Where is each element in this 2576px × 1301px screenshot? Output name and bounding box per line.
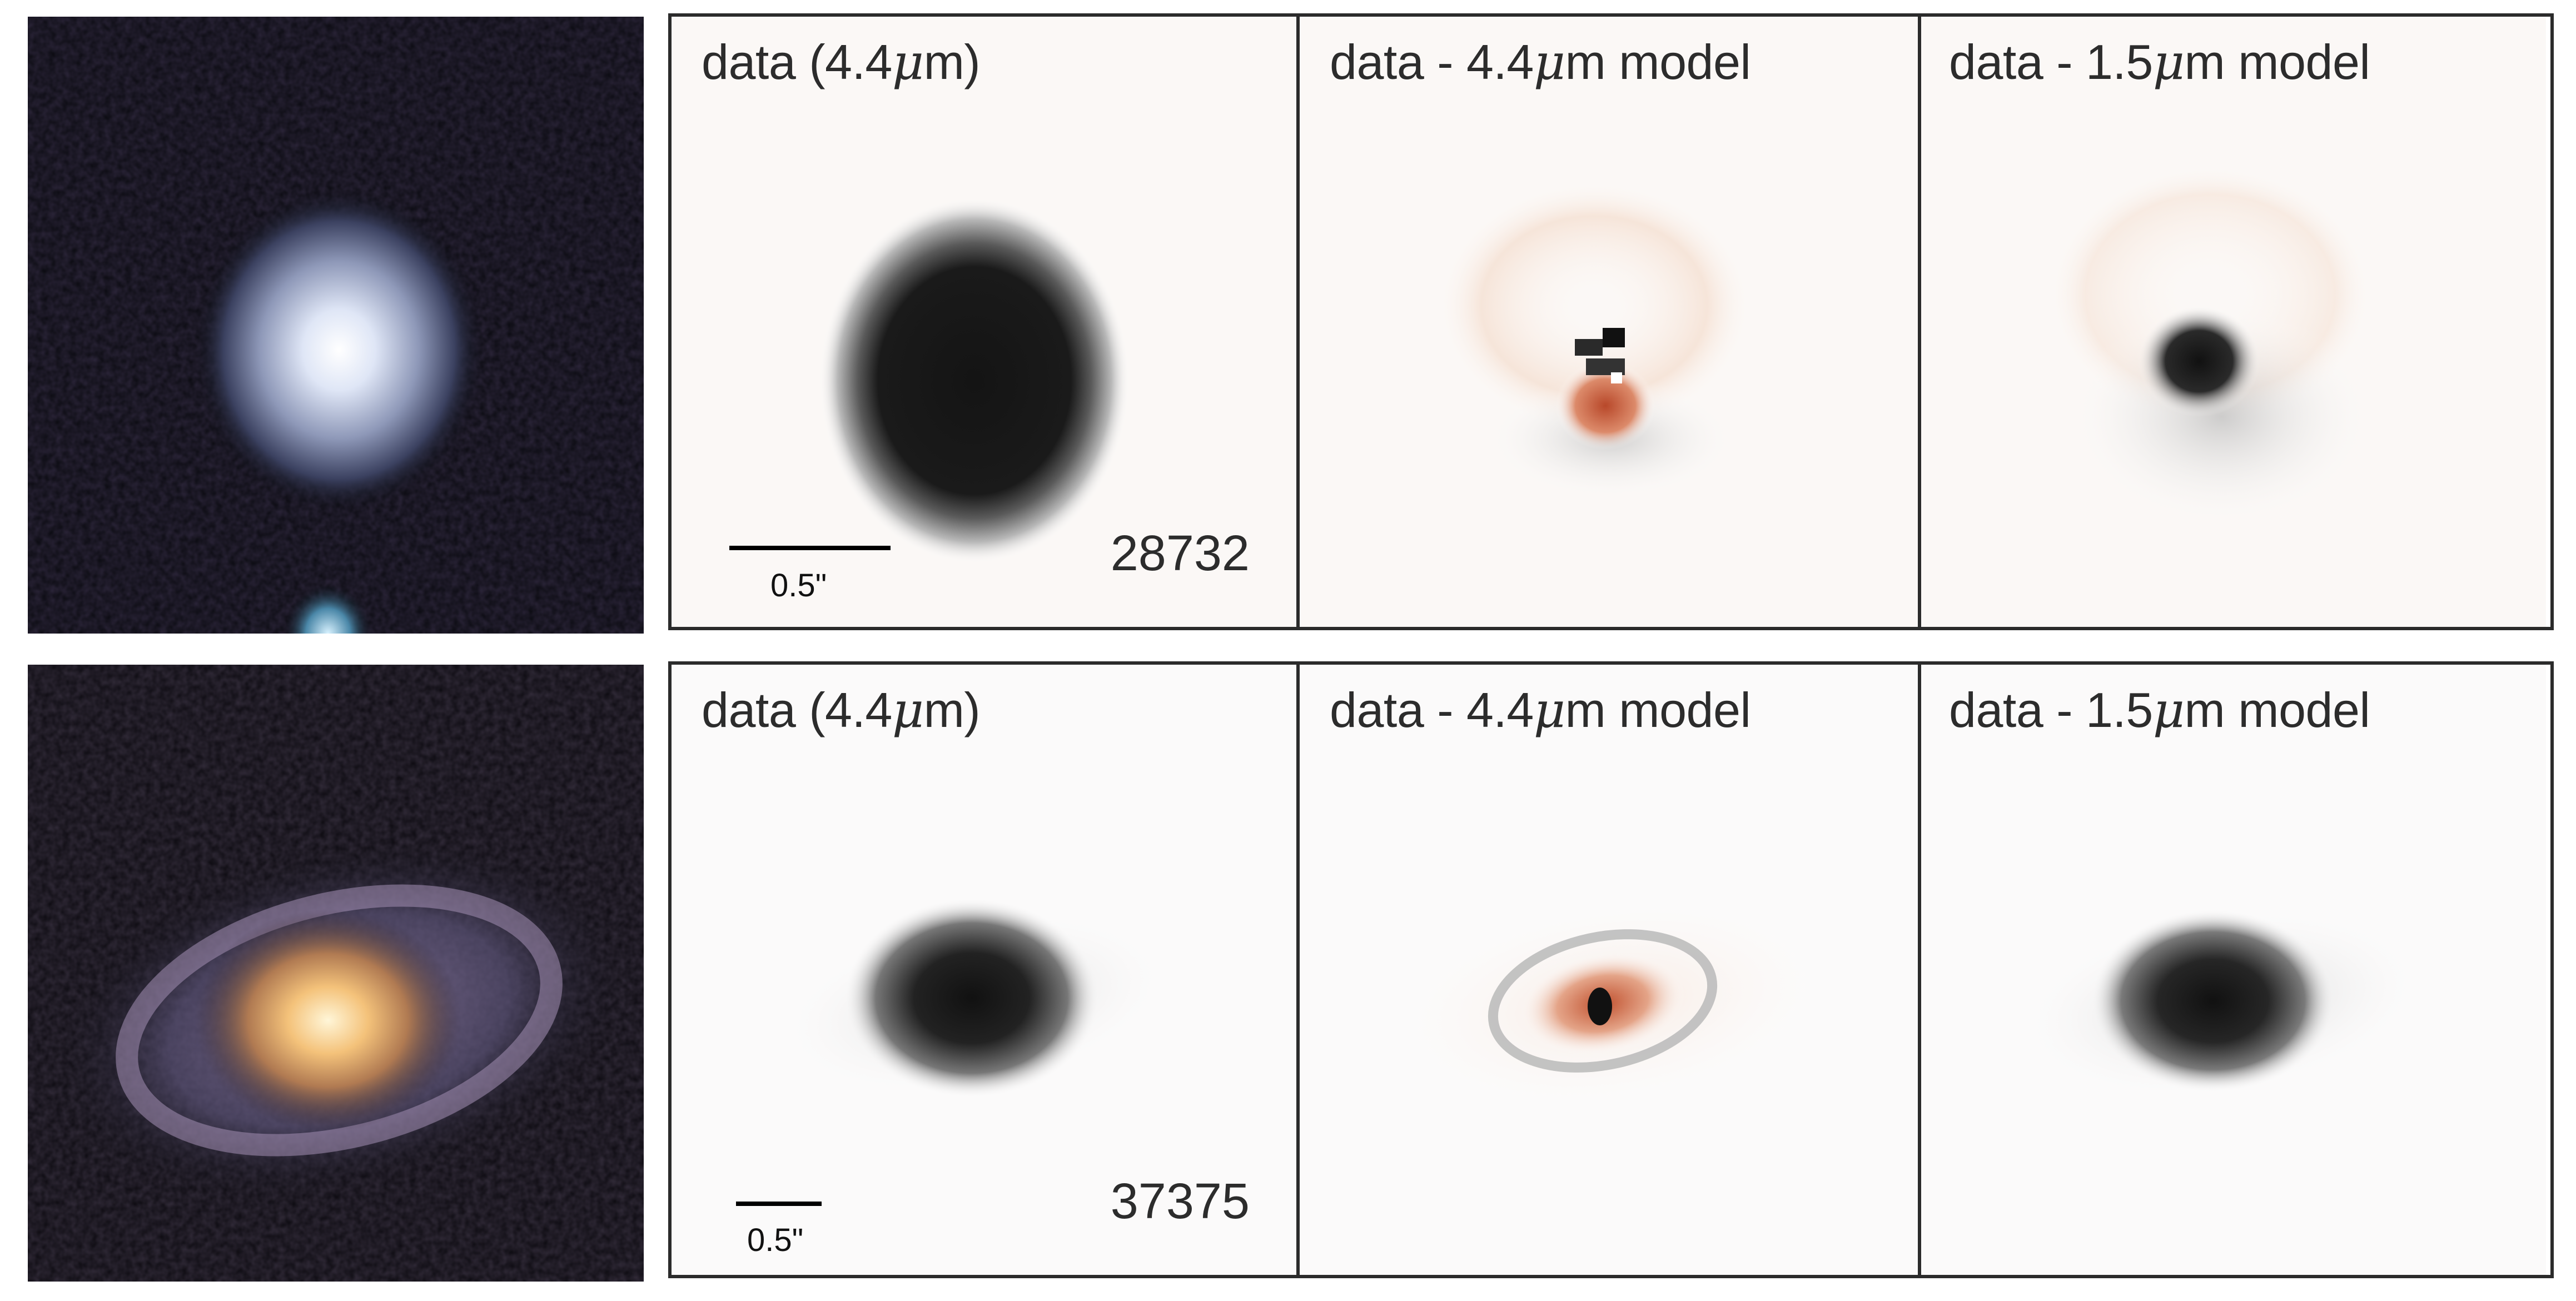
scale-bar — [736, 1202, 822, 1206]
object-id: 37375 — [1110, 1174, 1250, 1229]
galaxy-panel-strip-28732: data (4.4μm) 0.5" 28732 — [668, 13, 2554, 630]
panel-title: data - 1.5μm model — [1949, 681, 2370, 739]
panel-title: data (4.4μm) — [702, 33, 981, 91]
panel-title: data - 4.4μm model — [1330, 681, 1751, 739]
color-composite-image-28732 — [28, 17, 644, 634]
residual-4-4um-panel: data - 4.4μm model — [1296, 17, 1924, 627]
data-panel: data (4.4μm) 0.5" 37375 — [672, 665, 1296, 1275]
scale-bar-label: 0.5" — [747, 1222, 804, 1258]
data-image — [672, 17, 1296, 627]
residual-image — [1921, 17, 2546, 627]
residual-1-5um-panel: data - 1.5μm model — [1918, 665, 2546, 1275]
residual-1-5um-panel: data - 1.5μm model — [1918, 17, 2546, 627]
color-composite-image-37375 — [28, 665, 644, 1282]
panel-title: data (4.4μm) — [702, 681, 981, 739]
data-image — [672, 665, 1296, 1275]
residual-4-4um-panel: data - 4.4μm model — [1296, 665, 1924, 1275]
residual-image — [1300, 17, 1924, 627]
scale-bar — [729, 546, 891, 550]
data-panel: data (4.4μm) 0.5" 28732 — [672, 17, 1296, 627]
panel-title: data - 4.4μm model — [1330, 33, 1751, 91]
residual-image — [1300, 665, 1924, 1275]
panel-title: data - 1.5μm model — [1949, 33, 2370, 91]
scale-bar-label: 0.5" — [770, 567, 827, 604]
residual-image — [1921, 665, 2546, 1275]
galaxy-panel-strip-37375: data (4.4μm) 0.5" 37375 — [668, 661, 2554, 1278]
object-id: 28732 — [1110, 526, 1250, 581]
